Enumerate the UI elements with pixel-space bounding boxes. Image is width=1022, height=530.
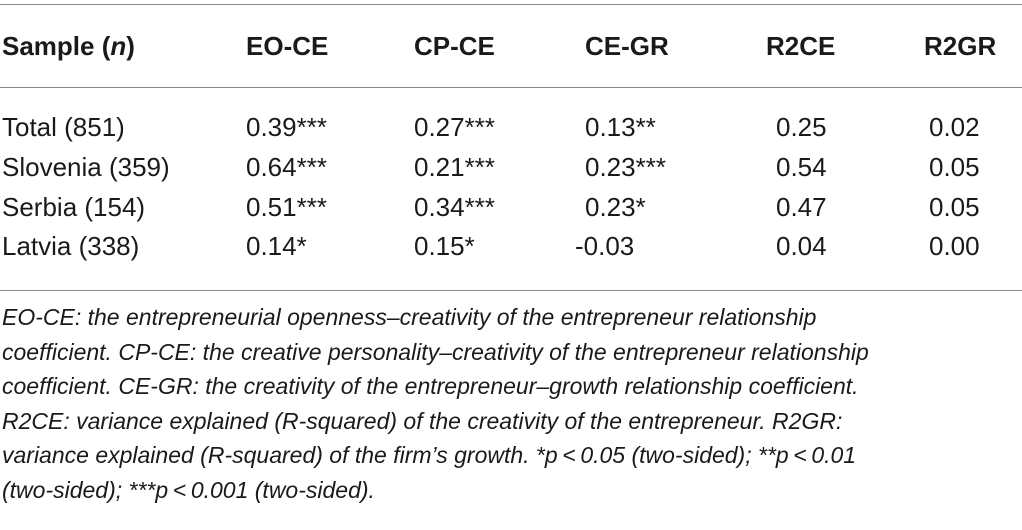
header-r2gr: R2GR — [924, 31, 997, 61]
row-sample: Latvia (338) — [2, 231, 140, 261]
footnote-line: (two-sided); ***p < 0.001 (two-sided). — [2, 476, 375, 503]
cell-cp-ce: 0.27*** — [414, 112, 495, 142]
header-sample-label: Sample ( — [2, 31, 111, 61]
footnote-line: coefficient. CP-CE: the creative persona… — [2, 338, 869, 365]
cell-ce-gr: 0.23*** — [585, 152, 666, 182]
cell-r2gr: 0.05 — [929, 192, 980, 222]
table-top-rule — [0, 4, 1022, 5]
header-eo-ce: EO-CE — [246, 31, 329, 61]
cell-eo-ce: 0.64*** — [246, 152, 327, 182]
cell-cp-ce: 0.21*** — [414, 152, 495, 182]
cell-ce-gr: 0.13** — [585, 112, 656, 142]
table-row: Serbia (154) 0.51*** 0.34*** 0.23* 0.47 … — [0, 187, 1022, 227]
cell-cp-ce: 0.34*** — [414, 192, 495, 222]
cell-r2ce: 0.25 — [776, 112, 827, 142]
table-bottom-rule — [0, 290, 1022, 291]
row-sample: Serbia (154) — [2, 192, 146, 222]
cell-ce-gr: 0.23* — [585, 192, 646, 222]
cell-cp-ce: 0.15* — [414, 231, 475, 261]
cell-r2gr: 0.02 — [929, 112, 980, 142]
header-r2ce: R2CE — [766, 31, 836, 61]
header-cp-ce: CP-CE — [414, 31, 495, 61]
cell-eo-ce: 0.51*** — [246, 192, 327, 222]
cell-r2gr: 0.05 — [929, 152, 980, 182]
table-row: Latvia (338) 0.14* 0.15* -0.03 0.04 0.00 — [0, 226, 1022, 266]
footnote-line: EO-CE: the entrepreneurial openness–crea… — [2, 304, 817, 330]
table-footnote: EO-CE: the entrepreneurial openness–crea… — [2, 300, 1014, 507]
table-row: Total (851) 0.39*** 0.27*** 0.13** 0.25 … — [0, 107, 1022, 147]
cell-r2ce: 0.47 — [776, 192, 827, 222]
cell-r2gr: 0.00 — [929, 231, 980, 261]
cell-eo-ce: 0.39*** — [246, 112, 327, 142]
footnote-line: R2CE: variance explained (R-squared) of … — [2, 407, 843, 434]
table-header-row: Sample (n) EO-CE CP-CE CE-GR R2CE R2GR — [0, 26, 1022, 66]
header-sample-close: ) — [126, 31, 135, 61]
row-sample: Slovenia (359) — [2, 152, 170, 182]
header-sample: Sample (n) — [2, 26, 135, 66]
cell-r2ce: 0.04 — [776, 231, 827, 261]
cell-ce-gr: -0.03 — [575, 231, 635, 261]
table-row: Slovenia (359) 0.64*** 0.21*** 0.23*** 0… — [0, 147, 1022, 187]
row-sample: Total (851) — [2, 112, 125, 142]
cell-eo-ce: 0.14* — [246, 231, 307, 261]
footnote-line: coefficient. CE-GR: the creativity of th… — [2, 373, 859, 399]
header-sample-n: n — [110, 31, 127, 61]
footnote-line: variance explained (R-squared) of the fi… — [2, 442, 857, 468]
table-header-rule — [0, 87, 1022, 88]
cell-r2ce: 0.54 — [776, 152, 827, 182]
header-ce-gr: CE-GR — [585, 31, 669, 61]
